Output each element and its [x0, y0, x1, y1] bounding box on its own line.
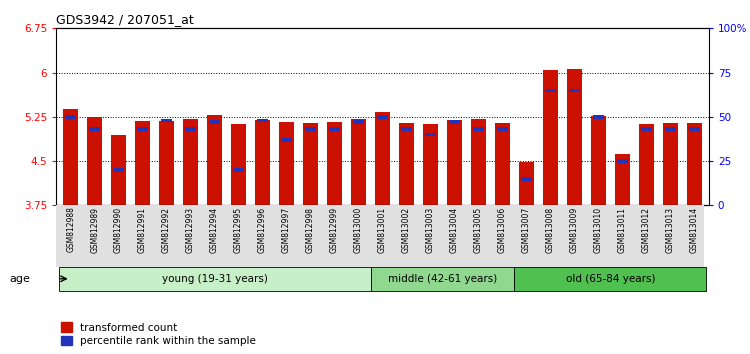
Text: GSM813012: GSM813012 — [642, 207, 651, 252]
Text: GSM812989: GSM812989 — [90, 207, 99, 252]
Bar — [615, 154, 629, 205]
Bar — [136, 121, 150, 205]
Bar — [617, 159, 628, 163]
Bar — [209, 120, 220, 124]
Text: GSM812997: GSM812997 — [282, 207, 291, 253]
Text: GSM812998: GSM812998 — [306, 207, 315, 252]
Text: GSM813010: GSM813010 — [594, 207, 603, 253]
Text: middle (42-61 years): middle (42-61 years) — [388, 274, 497, 284]
Bar — [185, 127, 196, 131]
Bar — [425, 133, 436, 136]
Text: GDS3942 / 207051_at: GDS3942 / 207051_at — [56, 13, 194, 26]
Bar — [281, 138, 292, 142]
Text: young (19-31 years): young (19-31 years) — [162, 274, 268, 284]
Text: GSM813001: GSM813001 — [378, 207, 387, 253]
Bar — [303, 123, 318, 205]
Bar — [447, 120, 462, 205]
FancyBboxPatch shape — [370, 267, 514, 291]
Bar — [569, 88, 580, 92]
Bar — [353, 120, 364, 124]
Text: GSM813011: GSM813011 — [618, 207, 627, 252]
Text: GSM813004: GSM813004 — [450, 207, 459, 253]
Bar — [160, 121, 174, 205]
Text: GSM813003: GSM813003 — [426, 207, 435, 253]
Text: GSM813008: GSM813008 — [546, 207, 555, 253]
Text: GSM813014: GSM813014 — [690, 207, 699, 253]
Bar — [471, 119, 486, 205]
Bar — [591, 116, 605, 205]
Bar — [495, 123, 510, 205]
Text: GSM813000: GSM813000 — [354, 207, 363, 253]
Bar — [184, 119, 198, 205]
Text: GSM813007: GSM813007 — [522, 207, 531, 253]
Bar — [113, 168, 124, 172]
Bar — [351, 119, 366, 205]
Text: GSM812991: GSM812991 — [138, 207, 147, 252]
Bar — [521, 177, 532, 181]
Bar — [137, 127, 148, 131]
Bar — [112, 135, 126, 205]
Bar — [399, 123, 414, 205]
Bar — [279, 122, 294, 205]
Bar — [233, 168, 244, 172]
Text: GSM813013: GSM813013 — [666, 207, 675, 253]
Bar — [305, 127, 316, 131]
Text: GSM812994: GSM812994 — [210, 207, 219, 253]
Text: GSM812995: GSM812995 — [234, 207, 243, 253]
Text: GSM812992: GSM812992 — [162, 207, 171, 252]
Legend: transformed count, percentile rank within the sample: transformed count, percentile rank withi… — [62, 322, 256, 346]
FancyBboxPatch shape — [514, 267, 706, 291]
Bar — [161, 119, 172, 122]
Bar — [208, 115, 222, 205]
Bar — [89, 127, 100, 131]
Bar — [639, 125, 653, 205]
Bar — [329, 127, 340, 131]
FancyBboxPatch shape — [56, 205, 704, 267]
Bar — [663, 123, 677, 205]
Bar — [641, 127, 652, 131]
Bar — [497, 127, 508, 131]
FancyBboxPatch shape — [58, 267, 370, 291]
Bar — [257, 119, 268, 122]
Bar — [231, 125, 246, 205]
Text: age: age — [10, 274, 31, 284]
Bar — [473, 127, 484, 131]
Bar — [375, 112, 390, 205]
Bar — [545, 88, 556, 92]
Bar — [593, 115, 604, 119]
Bar — [65, 115, 76, 119]
Text: GSM813002: GSM813002 — [402, 207, 411, 253]
Text: GSM813009: GSM813009 — [570, 207, 579, 253]
Bar — [255, 120, 270, 205]
Bar — [401, 127, 412, 131]
Bar — [665, 127, 676, 131]
Text: old (65-84 years): old (65-84 years) — [566, 274, 656, 284]
Text: GSM813005: GSM813005 — [474, 207, 483, 253]
Bar — [687, 123, 701, 205]
Text: GSM812993: GSM812993 — [186, 207, 195, 253]
Bar — [543, 70, 557, 205]
Bar — [689, 127, 700, 131]
Bar — [567, 69, 581, 205]
Bar — [88, 118, 102, 205]
Bar — [377, 115, 388, 119]
Bar — [449, 120, 460, 124]
Bar — [519, 162, 534, 205]
Text: GSM812990: GSM812990 — [114, 207, 123, 253]
Text: GSM812999: GSM812999 — [330, 207, 339, 253]
Bar — [327, 122, 342, 205]
Text: GSM812996: GSM812996 — [258, 207, 267, 253]
Text: GSM812988: GSM812988 — [66, 207, 75, 252]
Bar — [64, 109, 78, 205]
Text: GSM813006: GSM813006 — [498, 207, 507, 253]
Bar — [423, 124, 438, 205]
